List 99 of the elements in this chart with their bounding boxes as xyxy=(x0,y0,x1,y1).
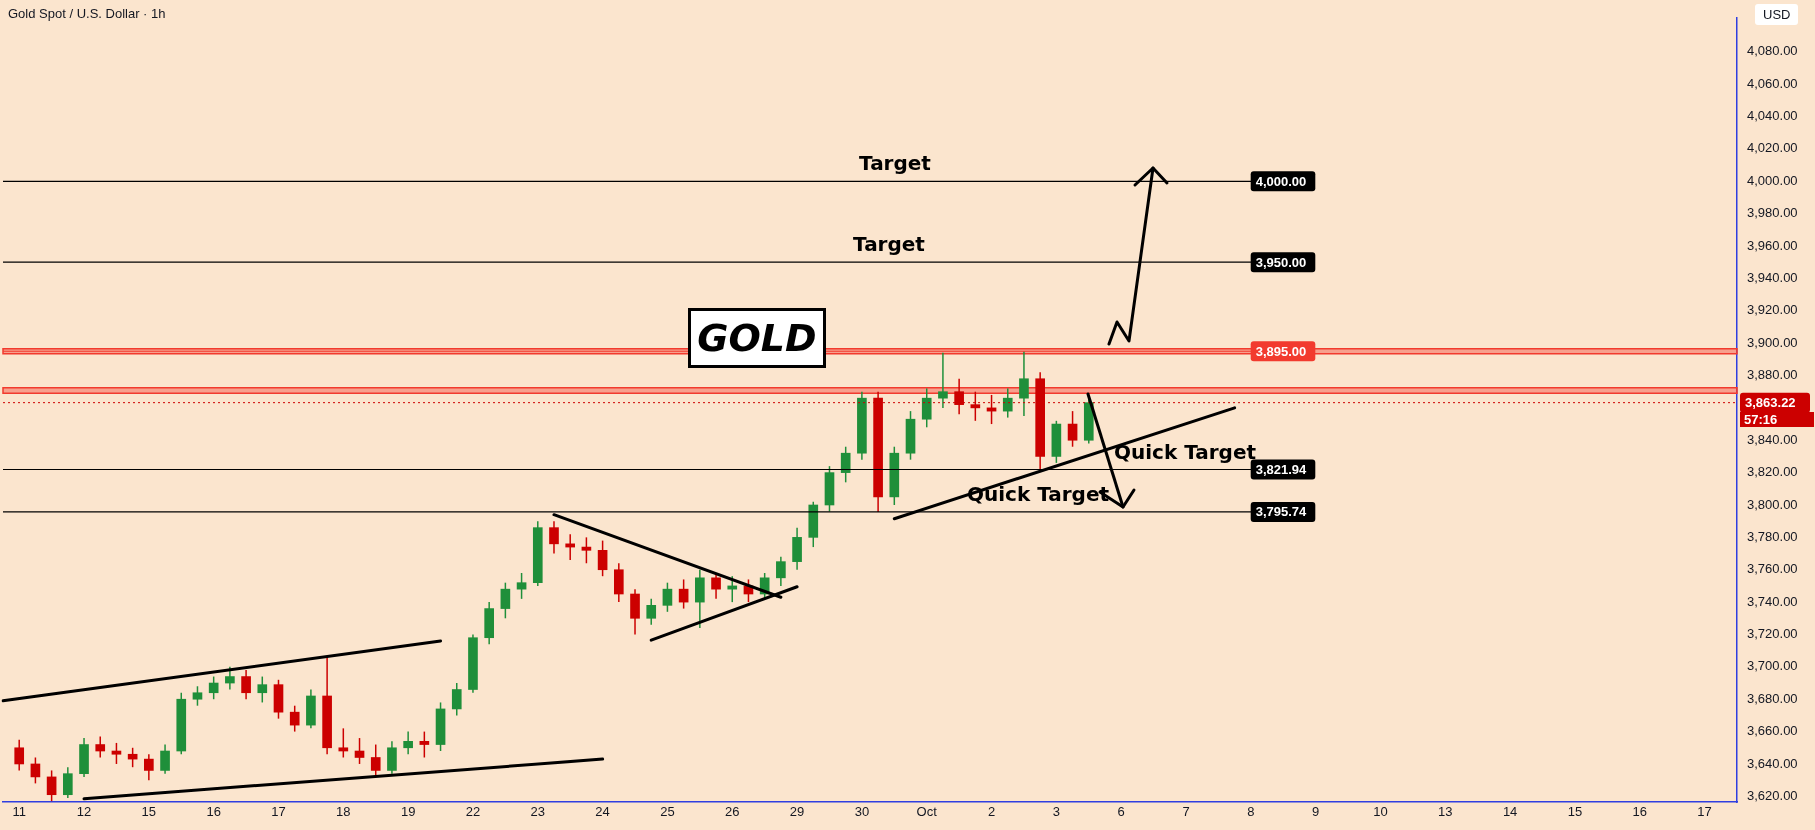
y-tick-label: 3,920.00 xyxy=(1747,302,1798,318)
x-tick-label: 7 xyxy=(1182,804,1190,820)
y-tick-label: 3,960.00 xyxy=(1747,237,1798,253)
candlestick xyxy=(662,581,673,613)
candlestick xyxy=(1019,350,1029,417)
candlestick xyxy=(549,520,559,555)
x-tick-label: 22 xyxy=(465,804,481,820)
candlestick xyxy=(597,539,608,577)
y-tick-label: 4,080.00 xyxy=(1747,43,1798,59)
candlestick xyxy=(419,730,430,759)
x-tick-label: 13 xyxy=(1438,804,1453,820)
candlestick xyxy=(354,737,365,765)
x-tick-label: 15 xyxy=(1567,804,1583,820)
annotation: Target xyxy=(853,232,926,257)
x-tick-label: 10 xyxy=(1373,804,1388,820)
x-tick-label: 14 xyxy=(1502,804,1518,820)
candlestick xyxy=(711,572,721,600)
y-tick-label: 4,040.00 xyxy=(1747,108,1798,124)
x-tick-label: 6 xyxy=(1117,804,1125,820)
x-tick-label: 8 xyxy=(1247,804,1255,820)
x-tick-label: 16 xyxy=(1632,804,1647,820)
candlestick xyxy=(646,598,657,626)
candlestick xyxy=(14,738,25,772)
y-tick-label: 3,660.00 xyxy=(1747,723,1798,739)
ref-line-label: 3,895.00 xyxy=(1255,343,1307,359)
candlestick xyxy=(1002,387,1013,419)
x-tick-label: 3 xyxy=(1052,804,1060,820)
y-tick-label: 3,800.00 xyxy=(1747,496,1798,512)
candlestick xyxy=(840,445,851,484)
y-tick-label: 3,840.00 xyxy=(1747,431,1798,447)
y-tick-label: 3,760.00 xyxy=(1747,561,1798,577)
candlestick xyxy=(241,669,251,700)
candlestick xyxy=(451,682,462,717)
candlestick xyxy=(95,735,106,759)
candlestick xyxy=(921,387,932,429)
ref-line-label: 3,795.74 xyxy=(1255,504,1308,520)
x-tick-label: 12 xyxy=(76,804,92,820)
x-tick-label: 24 xyxy=(595,804,610,820)
y-tick-label: 3,900.00 xyxy=(1747,334,1798,350)
x-tick-label: Oct xyxy=(916,804,938,820)
candlestick xyxy=(160,743,170,775)
x-tick-label: 29 xyxy=(789,804,805,820)
x-tick-label: 2 xyxy=(987,804,996,820)
candlestick xyxy=(776,556,786,587)
ref-line-label: 3,863.22 xyxy=(1745,395,1796,411)
candlestick xyxy=(938,352,948,409)
y-tick-label: 3,780.00 xyxy=(1747,528,1798,544)
candlestick xyxy=(338,727,349,759)
candlestick xyxy=(500,581,511,620)
candlestick xyxy=(46,769,57,802)
annotation: Target xyxy=(859,151,932,176)
x-tick-label: 30 xyxy=(854,804,870,820)
candlestick xyxy=(257,675,268,704)
annotation: Quick Target xyxy=(966,482,1110,507)
x-tick-label: 25 xyxy=(660,804,675,820)
candlestick xyxy=(387,740,397,775)
candlestick xyxy=(1067,410,1078,448)
x-tick-label: 17 xyxy=(1697,804,1712,820)
candlestick xyxy=(192,685,203,707)
candlestick xyxy=(289,704,300,733)
x-tick-label: 19 xyxy=(400,804,416,820)
x-tick-label: 9 xyxy=(1312,804,1320,820)
ref-line-label: 3,950.00 xyxy=(1255,254,1307,270)
ref-line-label: 3,821.94 xyxy=(1255,462,1308,478)
candlestick xyxy=(62,766,73,799)
y-tick-label: 3,880.00 xyxy=(1747,367,1798,383)
x-tick-label: 18 xyxy=(336,804,351,820)
chart-title: Gold Spot / U.S. Dollar · 1h xyxy=(8,6,166,21)
y-tick-label: 3,940.00 xyxy=(1747,269,1798,285)
y-tick-label: 4,000.00 xyxy=(1747,172,1798,188)
x-tick-label: 16 xyxy=(206,804,221,820)
y-tick-label: 3,620.00 xyxy=(1747,787,1798,803)
text: 57:16 xyxy=(1740,411,1814,427)
x-tick-label: 23 xyxy=(530,804,546,820)
candlestick xyxy=(370,743,381,778)
y-tick-label: 3,740.00 xyxy=(1747,593,1798,609)
candlestick xyxy=(208,675,219,700)
y-tick-label: 3,980.00 xyxy=(1747,205,1798,221)
x-tick-label: 11 xyxy=(12,804,26,820)
annotation: GOLD xyxy=(688,308,826,368)
y-tick-label: 4,020.00 xyxy=(1747,140,1798,156)
candlestick xyxy=(581,536,592,565)
ref-line-label: 4,000.00 xyxy=(1255,173,1307,189)
y-tick-label: 3,640.00 xyxy=(1747,755,1798,771)
candlestick xyxy=(144,753,154,781)
candlestick xyxy=(111,742,122,765)
x-tick-label: 17 xyxy=(271,804,286,820)
y-axis-title: USD xyxy=(1755,4,1799,25)
y-tick-label: 3,720.00 xyxy=(1747,626,1798,642)
annotation: Quick Target xyxy=(1113,439,1257,464)
y-tick-label: 3,700.00 xyxy=(1747,658,1798,674)
x-tick-label: 15 xyxy=(141,804,157,820)
candlestick xyxy=(403,730,413,755)
y-tick-label: 4,060.00 xyxy=(1747,75,1798,91)
y-tick-label: 3,820.00 xyxy=(1747,464,1798,480)
x-tick-label: 26 xyxy=(725,804,740,820)
candlestick xyxy=(516,572,527,600)
candlestick xyxy=(225,666,235,691)
y-tick-label: 3,680.00 xyxy=(1747,690,1798,706)
